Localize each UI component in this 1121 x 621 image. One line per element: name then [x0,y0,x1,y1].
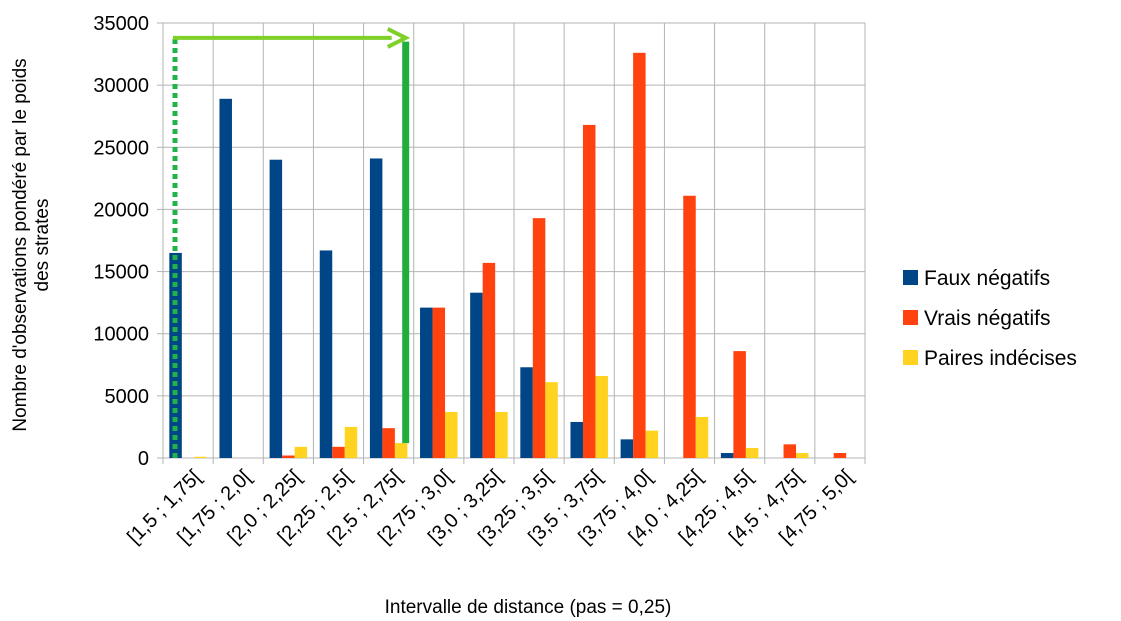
bar-series-2-cat-0 [194,456,207,458]
legend-swatch-2 [903,350,918,365]
bar-series-2-cat-4 [394,443,408,458]
bar-series-1-cat-12 [783,444,797,458]
bar-series-1-cat-9 [633,52,646,458]
y-tick-label-2: 10000 [93,324,149,346]
bar-series-1-cat-3 [332,446,345,458]
bar-series-1-cat-8 [582,124,596,459]
annotation-arrow-head [386,27,411,49]
bar-series-1-cat-5 [432,307,446,458]
y-tick-label-5: 25000 [93,137,149,159]
y-tick-label-1: 5000 [105,386,150,408]
bar-series-2-cat-10 [695,416,709,458]
y-tick-label-6: 30000 [93,75,149,97]
y-tick-label-7: 35000 [93,13,149,35]
bar-series-2-cat-5 [445,412,458,458]
legend-swatch-0 [903,270,918,285]
bar-series-1-cat-11 [733,351,746,458]
bar-series-2-cat-6 [495,412,508,458]
bar-series-0-cat-2 [269,159,283,458]
legend: Faux négatifs Vrais négatifs Paires indéci… [903,267,1077,370]
bar-series-0-cat-6 [470,292,483,458]
bars [169,52,847,459]
bar-series-1-cat-6 [482,262,496,458]
bar-series-2-cat-7 [545,382,558,458]
legend-label-2: Paires indécises [924,347,1077,370]
y-axis-title-line-1: Nombre d'observations pondéré par le poi… [10,58,31,431]
bar-series-1-cat-2 [282,455,295,458]
bar-series-0-cat-9 [620,439,634,458]
bar-series-0-cat-5 [420,307,433,458]
y-tick-label-3: 15000 [93,262,149,284]
grid [157,22,866,464]
legend-label-1: Vrais négatifs [924,307,1050,330]
legend-label-0: Faux négatifs [924,267,1050,290]
bar-series-2-cat-11 [745,448,759,458]
bar-series-0-cat-3 [319,250,333,458]
bar-series-1-cat-4 [382,428,395,458]
bar-series-2-cat-3 [344,426,358,458]
legend-swatch-1 [903,310,918,325]
bar-series-1-cat-13 [833,453,847,458]
bar-series-1-cat-10 [683,195,696,458]
y-axis-title-line-2: des strates [32,199,53,292]
bar-series-2-cat-8 [595,375,608,458]
bar-series-0-cat-11 [720,453,734,458]
bar-series-2-cat-12 [796,453,809,458]
bar-series-1-cat-7 [532,218,546,458]
y-axis-title: Nombre d'observations pondéré par le poi… [10,58,53,431]
bar-series-0-cat-8 [570,421,583,458]
bar-series-2-cat-9 [645,430,659,458]
bar-series-0-cat-1 [219,98,232,459]
y-tick-label-4: 20000 [93,199,149,221]
bar-series-0-cat-7 [520,367,533,458]
y-axis-tick-labels: 0 5000 10000 15000 20000 25000 30000 35000 [93,13,149,470]
y-tick-label-0: 0 [138,448,149,470]
x-axis-tick-labels: [1,5 ; 1,75[[1,75 ; 2,0[[2,0 ; 2,25[[2,2… [123,466,858,549]
x-axis-title: Intervalle de distance (pas = 0,25) [385,597,672,618]
bar-series-0-cat-4 [369,158,383,458]
annotations [172,27,411,458]
bar-series-2-cat-2 [294,446,308,458]
